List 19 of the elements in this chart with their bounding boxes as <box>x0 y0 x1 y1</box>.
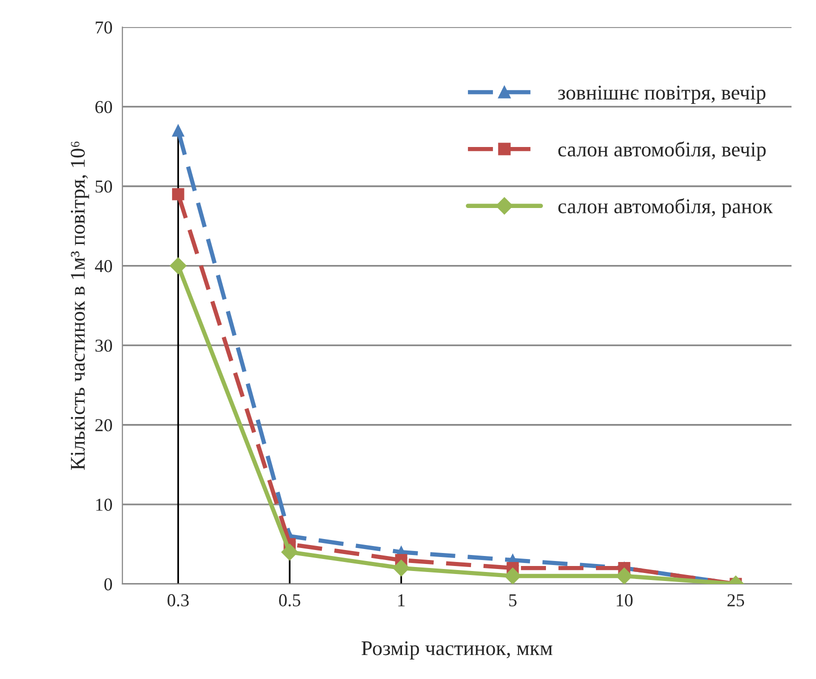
y-tick-label: 50 <box>96 180 112 193</box>
y-axis-title: Кількість частинок в 1м³ повітря, 10⁶ <box>70 142 90 470</box>
x-tick-label: 0.3 <box>168 594 189 606</box>
y-tick-label: 10 <box>96 498 112 511</box>
x-axis-title: Розмір частинок, мкм <box>362 641 552 660</box>
y-tick-label: 70 <box>96 21 112 34</box>
y-tick-label: 60 <box>95 100 112 114</box>
x-tick-label: 25 <box>728 594 744 606</box>
legend-label: салон автомобіля, ранок <box>558 198 773 218</box>
legend-label: зовнішнє повітря, вечір <box>558 86 766 104</box>
legend-label: салон автомобіля, вечір <box>558 141 766 161</box>
x-tick-label: 5 <box>509 594 517 606</box>
x-tick-label: 1 <box>398 594 405 606</box>
y-tick-label: 0 <box>104 578 112 590</box>
x-tick-label: 0.5 <box>279 594 300 606</box>
y-tick-label: 40 <box>94 260 112 272</box>
y-tick-label: 20 <box>95 419 112 432</box>
x-tick-label: 10 <box>616 594 633 606</box>
y-tick-label: 30 <box>95 340 112 352</box>
